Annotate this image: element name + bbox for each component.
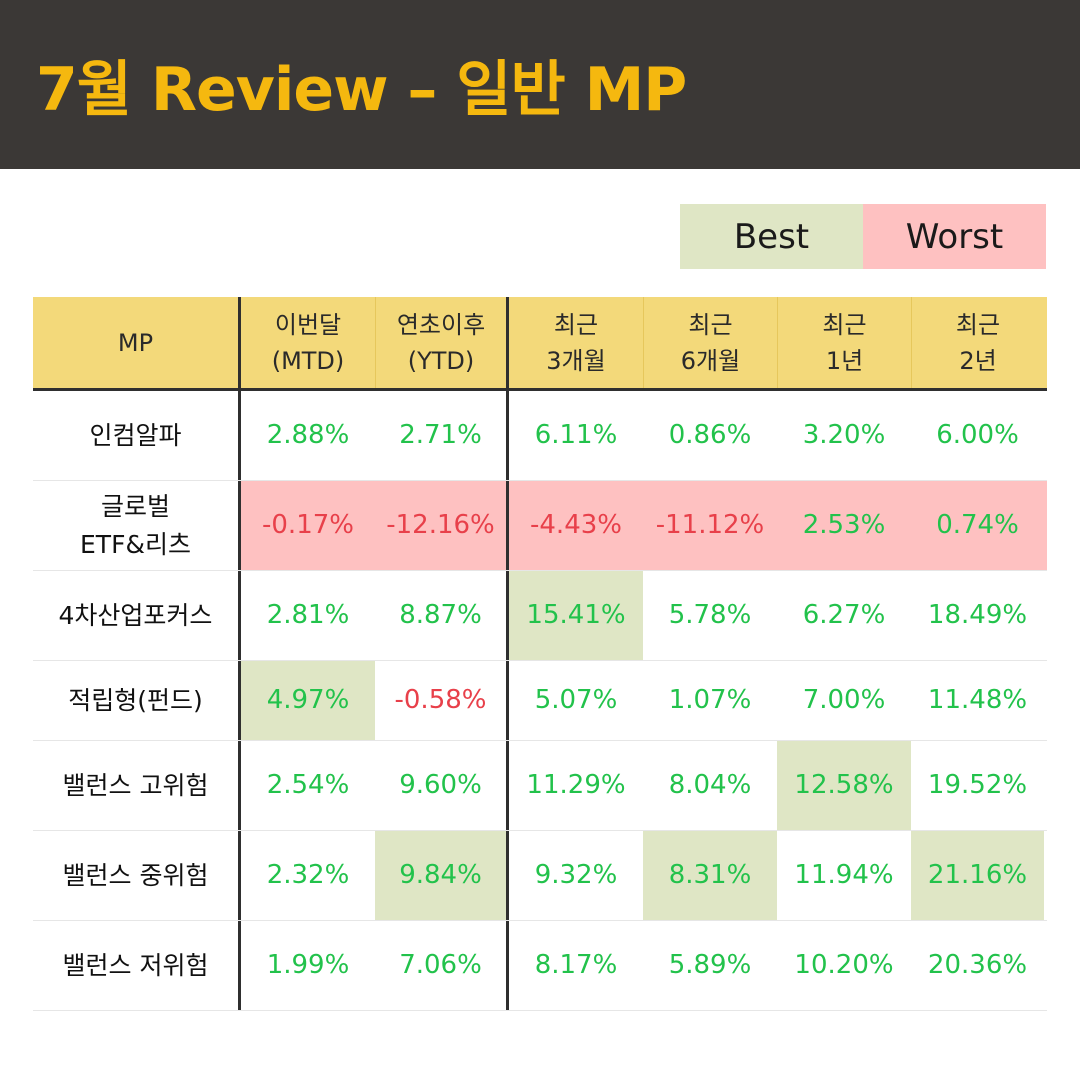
value-cell: -4.43% [530, 510, 622, 540]
value-cell-best: 12.58% [777, 741, 911, 830]
value-cell: 11.29% [526, 770, 626, 800]
table-header-row: MP 이번달 (MTD) 연초이후 (YTD) 최근 3개월 최근 6개월 최근… [33, 297, 1047, 391]
column-header-mp: MP [33, 297, 241, 388]
value-cell: -0.17% [262, 510, 354, 540]
header-banner: 7월 Review – 일반 MP [0, 0, 1080, 169]
value-cell: 1.99% [266, 950, 350, 980]
value-cell: 2.32% [266, 860, 350, 890]
column-header-mtd: 이번달 (MTD) [271, 310, 345, 375]
legend: Best Worst [680, 204, 1046, 269]
value-cell: 2.54% [266, 770, 350, 800]
table-row: 밸런스 중위험 2.32% 9.84% 9.32% 8.31% 11.94% 2… [33, 831, 1047, 921]
value-cell-best: 8.31% [643, 831, 777, 920]
value-cell: 11.94% [794, 860, 894, 890]
value-cell: 8.17% [534, 950, 618, 980]
mp-name: 4차산업포커스 [33, 571, 241, 660]
value-cell: 5.07% [534, 685, 618, 715]
value-cell: 18.49% [927, 600, 1028, 630]
value-cell: 2.71% [375, 391, 509, 480]
column-header-3m: 최근 3개월 [546, 310, 606, 375]
value-cell: -11.12% [655, 510, 765, 540]
value-cell: 5.78% [668, 600, 752, 630]
value-cell: 10.20% [794, 950, 894, 980]
value-cell: 11.48% [927, 685, 1028, 715]
value-cell: 19.52% [927, 770, 1028, 800]
mp-name: 밸런스 고위험 [33, 741, 241, 830]
value-cell: 6.11% [534, 420, 618, 450]
column-header-2y: 최근 2년 [911, 297, 1044, 388]
mp-name: 적립형(펀드) [33, 661, 241, 740]
value-cell: -12.16% [375, 481, 509, 570]
table-row: 적립형(펀드) 4.97% -0.58% 5.07% 1.07% 7.00% 1… [33, 661, 1047, 741]
value-cell: 9.32% [534, 860, 618, 890]
value-cell: 3.20% [802, 420, 886, 450]
column-header-6m: 최근 6개월 [643, 297, 777, 388]
mp-name: 밸런스 중위험 [33, 831, 241, 920]
value-cell: 8.04% [668, 770, 752, 800]
value-cell: 7.00% [802, 685, 886, 715]
value-cell: 2.88% [266, 420, 350, 450]
value-cell-best: 21.16% [911, 831, 1044, 920]
value-cell-best: 4.97% [241, 661, 375, 740]
mp-name: 글로벌 ETF&리츠 [33, 481, 241, 570]
value-cell-best: 9.84% [375, 831, 509, 920]
column-header-1y: 최근 1년 [777, 297, 911, 388]
mp-name: 인컴알파 [33, 391, 241, 480]
value-cell: 7.06% [375, 921, 509, 1010]
value-cell: 6.00% [936, 420, 1019, 450]
value-cell: 5.89% [668, 950, 752, 980]
value-cell: 6.27% [802, 600, 886, 630]
value-cell: 9.60% [375, 741, 509, 830]
table-row: 인컴알파 2.88% 2.71% 6.11% 0.86% 3.20% 6.00% [33, 391, 1047, 481]
value-cell-best: 15.41% [509, 571, 643, 660]
legend-best: Best [680, 204, 863, 269]
value-cell: 0.86% [668, 420, 752, 450]
value-cell: 0.74% [936, 510, 1019, 540]
column-header-ytd: 연초이후 (YTD) [375, 297, 509, 388]
table-row: 4차산업포커스 2.81% 8.87% 15.41% 5.78% 6.27% 1… [33, 571, 1047, 661]
value-cell: 20.36% [927, 950, 1028, 980]
page-title: 7월 Review – 일반 MP [36, 55, 687, 125]
legend-worst: Worst [863, 204, 1046, 269]
table-row: 밸런스 고위험 2.54% 9.60% 11.29% 8.04% 12.58% … [33, 741, 1047, 831]
mp-name: 밸런스 저위험 [33, 921, 241, 1010]
table-row: 글로벌 ETF&리츠 -0.17% -12.16% -4.43% -11.12%… [33, 481, 1047, 571]
table-row: 밸런스 저위험 1.99% 7.06% 8.17% 5.89% 10.20% 2… [33, 921, 1047, 1011]
value-cell: 2.81% [266, 600, 350, 630]
value-cell: 8.87% [375, 571, 509, 660]
value-cell: 2.53% [802, 510, 886, 540]
value-cell: -0.58% [375, 661, 509, 740]
value-cell: 1.07% [668, 685, 752, 715]
returns-table: MP 이번달 (MTD) 연초이후 (YTD) 최근 3개월 최근 6개월 최근… [33, 297, 1047, 1011]
